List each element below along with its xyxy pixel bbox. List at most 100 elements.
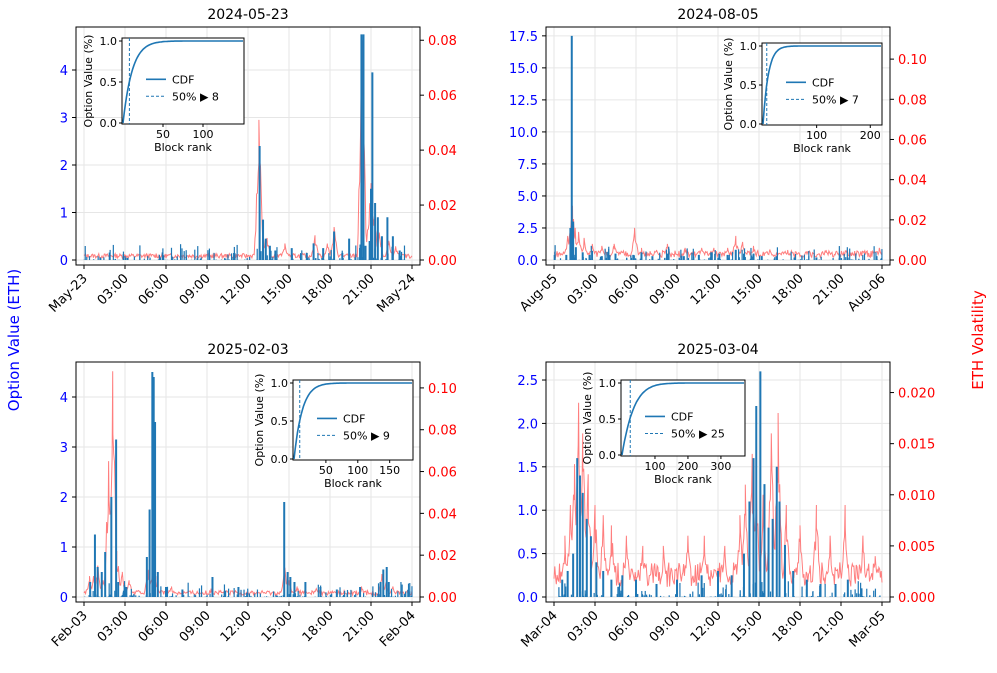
inset-x-label: Block rank [793, 142, 851, 155]
x-tick-label: 18:00 [300, 608, 337, 645]
y-tick-label-left: 4 [60, 391, 68, 406]
x-tick-label: 18:00 [300, 271, 337, 308]
x-tick-label: 03:00 [95, 271, 132, 308]
x-tick-label: 15:00 [259, 271, 296, 308]
x-tick-label: 21:00 [811, 608, 848, 645]
x-tick-label: 03:00 [565, 608, 602, 645]
y-tick-label-left: 12.5 [509, 94, 538, 109]
x-tick-label: Feb-03 [49, 608, 91, 650]
y-tick-label-right: 0.06 [428, 89, 457, 104]
inset-y-label: Option Value (%) [82, 35, 95, 128]
y-tick-label-right: 0.010 [898, 489, 935, 504]
y-tick-label-right: 0.08 [428, 424, 457, 439]
x-tick-label: May-23 [46, 271, 90, 315]
y-tick-label-left: 4 [60, 64, 68, 79]
legend-median-label: 50% ▶ 9 [343, 429, 390, 442]
y-tick-label-left: 2.5 [517, 374, 538, 389]
inset-frame [620, 379, 746, 457]
panel-3: 2025-02-03 0 1 2 3 4 0.00 0.02 0.04 0.06 0.08 0.10 F… [49, 342, 457, 650]
y-tick-label-right: 0.00 [428, 591, 457, 606]
inset-y-tick-label: 0.0 [740, 118, 758, 131]
x-tick-label: 21:00 [811, 271, 848, 308]
right-axis-label: ETH Volatility [969, 290, 987, 390]
y-tick-label-right: 0.02 [428, 549, 457, 564]
y-tick-label-right: 0.00 [898, 254, 927, 269]
x-tick-label: Feb-04 [377, 608, 419, 650]
x-tick-label: May-24 [374, 271, 418, 315]
x-tick-label: 18:00 [770, 271, 807, 308]
x-tick-label: 21:00 [341, 271, 378, 308]
x-tick-label: 12:00 [218, 608, 255, 645]
legend-median-label: 50% ▶ 25 [671, 427, 725, 440]
y-tick-label-right: 0.08 [898, 93, 927, 108]
legend-cdf-label: CDF [172, 73, 194, 86]
inset-y-tick-label: 0.5 [100, 76, 118, 89]
x-tick-label: 06:00 [606, 271, 643, 308]
y-tick-label-right: 0.02 [898, 214, 927, 229]
y-tick-label-right: 0.000 [898, 591, 935, 606]
panels: 2024-05-23012340.000.020.040.060.08May-2… [46, 7, 935, 651]
x-tick-label: Aug-05 [517, 271, 561, 315]
x-tick-label: Aug-06 [845, 271, 889, 315]
cdf-curve [122, 40, 243, 124]
inset-y-tick-label: 0.0 [100, 117, 118, 130]
inset-x-label: Block rank [324, 477, 382, 490]
x-tick-label: 18:00 [770, 608, 807, 645]
legend-cdf-label: CDF [671, 410, 693, 423]
y-tick-label-right: 0.10 [428, 382, 457, 397]
y-tick-label-right: 0.08 [428, 34, 457, 49]
inset-y-tick-label: 1.0 [100, 35, 118, 48]
inset-x-tick-label: 100 [347, 464, 368, 477]
inset-frame [292, 379, 414, 461]
y-tick-label-right: 0.06 [898, 133, 927, 148]
y-tick-label-left: 1 [60, 207, 68, 222]
y-tick-label-right: 0.02 [428, 199, 457, 214]
y-tick-label-right: 0.06 [428, 466, 457, 481]
y-tick-label-right: 0.04 [898, 174, 927, 189]
legend-median-label: 50% ▶ 8 [172, 90, 219, 103]
inset-x-tick-label: 100 [644, 460, 665, 473]
inset-y-label: Option Value (%) [722, 38, 735, 131]
y-tick-label-left: 1 [60, 541, 68, 556]
panel-1: 2024-05-23 0 1 2 3 4 0.00 0.02 0.04 0.06 0.08 May-2… [46, 7, 457, 316]
x-tick-label: 12:00 [688, 271, 725, 308]
y-tick-label-left: 15.0 [509, 62, 538, 77]
y-tick-label-left: 17.5 [509, 30, 538, 45]
cdf-curve [762, 45, 881, 125]
inset-x-tick-label: 100 [193, 128, 214, 141]
inset-frame [121, 37, 245, 125]
y-tick-label-left: 0.0 [517, 254, 538, 269]
y-tick-label-left: 3 [60, 112, 68, 127]
y-tick-label-left: 3 [60, 441, 68, 456]
x-tick-label: 06:00 [606, 608, 643, 645]
x-tick-label: 12:00 [218, 271, 255, 308]
inset-y-tick-label: 1.0 [599, 377, 617, 390]
y-tick-label-right: 0.10 [898, 53, 927, 68]
y-tick-label-right: 0.00 [428, 254, 457, 269]
x-tick-label: 12:00 [688, 608, 725, 645]
y-tick-label-left: 0.0 [517, 591, 538, 606]
inset-y-label: Option Value (%) [581, 372, 594, 465]
inset-x-tick-label: 50 [319, 464, 333, 477]
x-tick-label: 03:00 [565, 271, 602, 308]
y-tick-label-left: 2.5 [517, 222, 538, 237]
y-tick-label-right: 0.005 [898, 540, 935, 555]
y-tick-label-left: 0 [60, 591, 68, 606]
x-tick-label: 09:00 [647, 608, 684, 645]
legend-median-label: 50% ▶ 7 [812, 93, 859, 106]
y-tick-label-right: 0.04 [428, 144, 457, 159]
y-tick-label-left: 2.0 [517, 417, 538, 432]
chart-title: 2024-08-05 [677, 7, 758, 23]
inset-y-tick-label: 0.5 [740, 79, 758, 92]
y-tick-label-left: 5.0 [517, 190, 538, 205]
y-tick-label-right: 0.020 [898, 387, 935, 402]
y-tick-label-right: 0.015 [898, 438, 935, 453]
volatility-series [83, 371, 413, 597]
chart-title: 2025-02-03 [207, 342, 288, 358]
chart-title: 2024-05-23 [207, 7, 288, 23]
inset-x-tick-label: 300 [710, 460, 731, 473]
x-tick-label: 09:00 [177, 271, 214, 308]
